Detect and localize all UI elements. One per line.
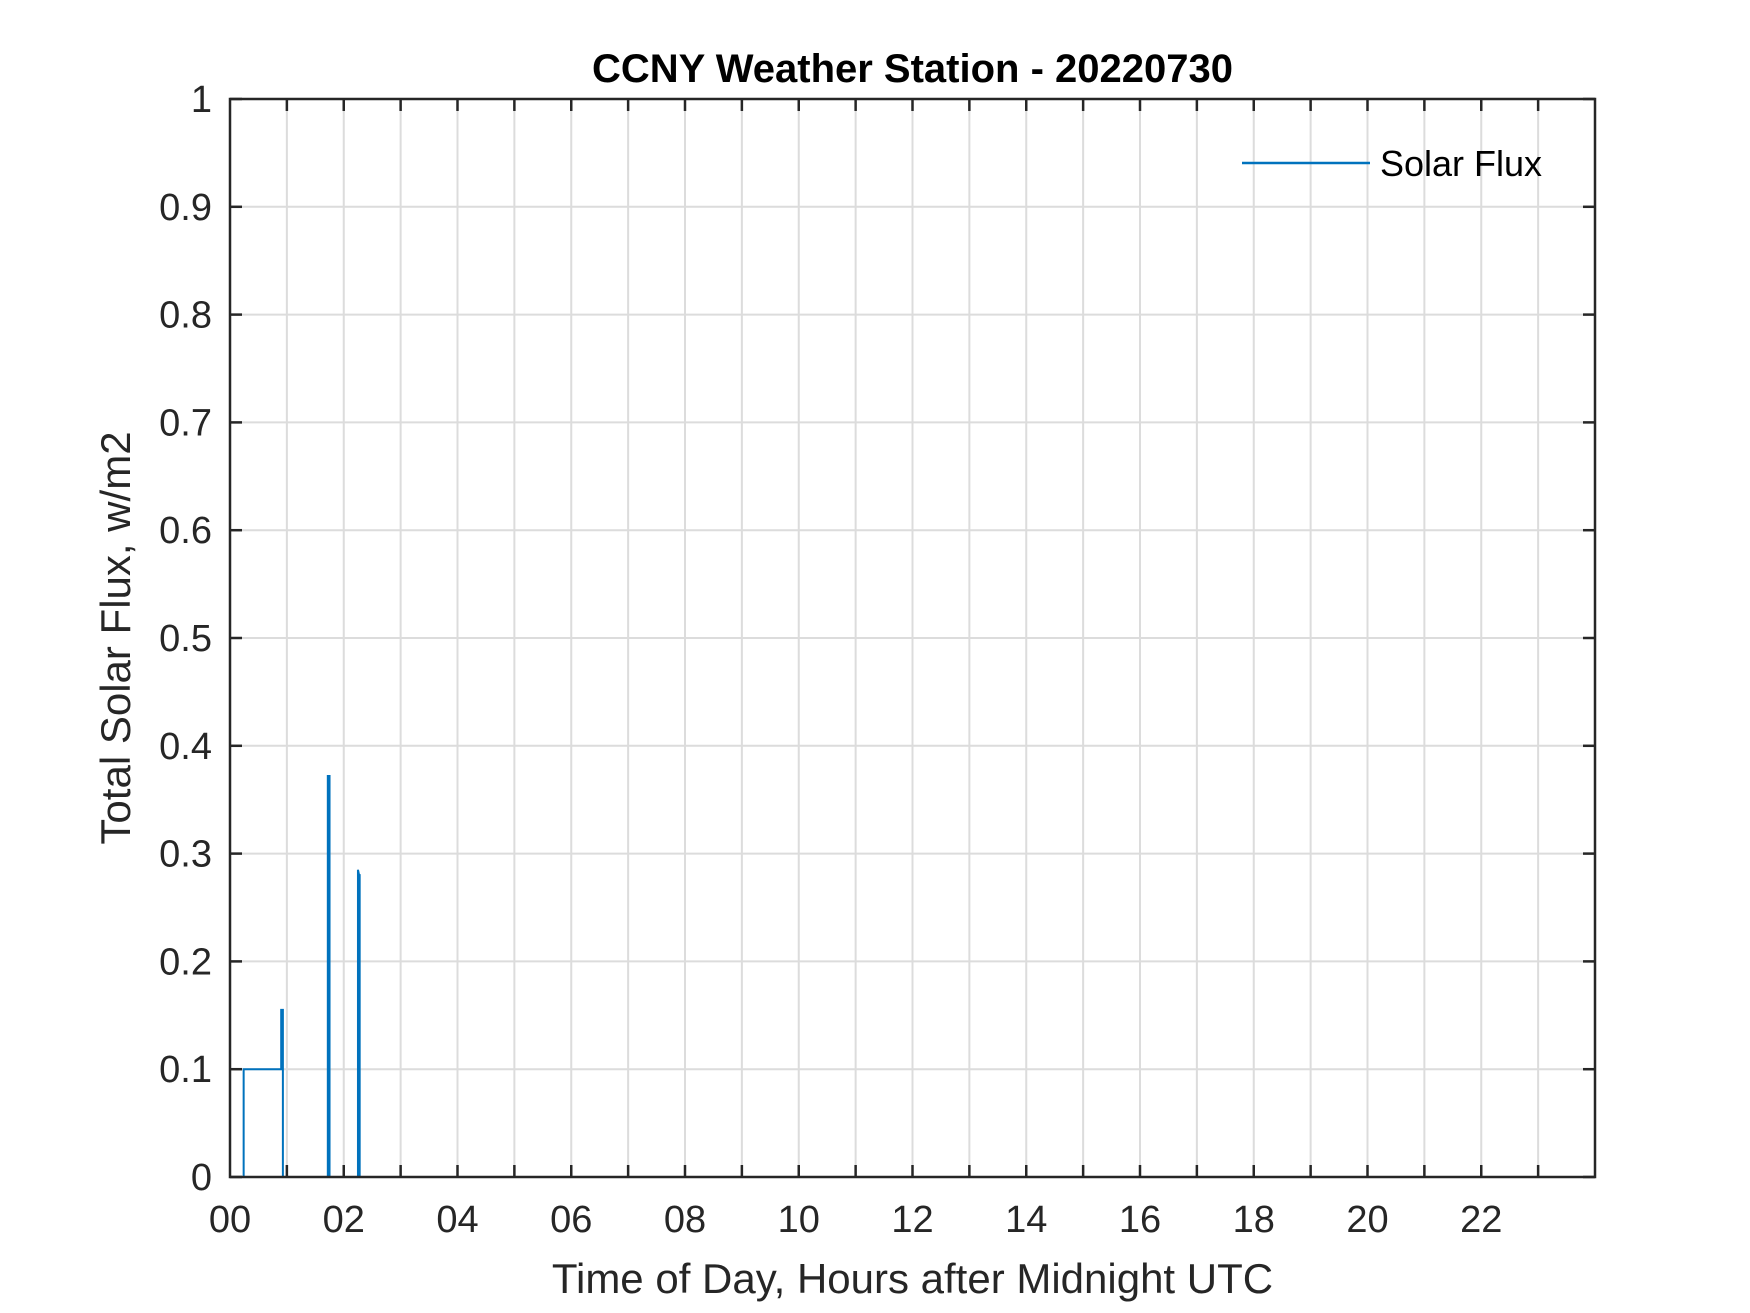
x-tick-label: 18 [1233,1199,1275,1241]
x-tick-label: 10 [778,1199,820,1241]
y-tick-label: 0.8 [159,295,212,337]
x-tick-label: 00 [209,1199,251,1241]
y-tick-label: 0.4 [159,726,212,768]
x-tick-label: 16 [1119,1199,1161,1241]
y-tick-labels: 0 0.1 0.2 0.3 0.4 0.5 0.6 0.7 0.8 0.9 1 [159,79,212,1199]
legend-label-solar-flux: Solar Flux [1380,143,1542,184]
x-tick-labels: 00 02 04 06 08 10 12 14 16 18 20 22 [209,1199,1503,1241]
legend: Solar Flux [1242,143,1542,184]
x-axis-label: Time of Day, Hours after Midnight UTC [552,1255,1273,1302]
axis-ticks [230,97,1595,1179]
y-tick-label: 0.6 [159,510,212,552]
x-tick-label: 04 [436,1199,478,1241]
y-tick-label: 0.3 [159,834,212,876]
y-tick-label: 0.2 [159,941,212,983]
x-tick-label: 02 [323,1199,365,1241]
y-tick-label: 0.7 [159,402,212,444]
x-tick-label: 14 [1005,1199,1047,1241]
grid-lines [230,99,1595,1177]
chart-title: CCNY Weather Station - 20220730 [592,47,1233,91]
x-tick-label: 08 [664,1199,706,1241]
y-tick-label: 0.9 [159,187,212,229]
y-tick-label: 0 [191,1157,212,1199]
y-tick-label: 1 [191,79,212,121]
x-tick-label: 06 [550,1199,592,1241]
x-tick-label: 22 [1460,1199,1502,1241]
x-tick-label: 12 [891,1199,933,1241]
y-tick-label: 0.5 [159,618,212,660]
y-axis-label: Total Solar Flux, w/m2 [92,431,139,844]
series-layer [230,774,1595,1178]
y-tick-label: 0.1 [159,1049,212,1091]
series-line-solar-flux [230,774,1595,1178]
x-tick-label: 20 [1346,1199,1388,1241]
